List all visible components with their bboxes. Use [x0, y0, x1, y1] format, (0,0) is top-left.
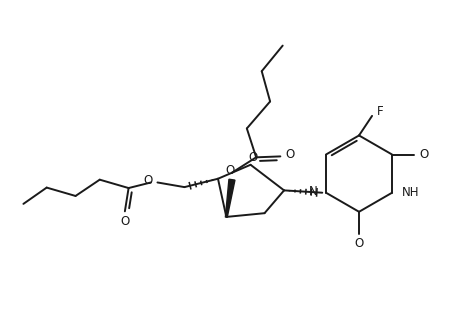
Text: O: O — [144, 174, 153, 187]
Text: NH: NH — [402, 186, 420, 199]
Text: O: O — [120, 215, 129, 228]
Text: O: O — [355, 237, 364, 250]
Polygon shape — [226, 179, 235, 217]
Text: O: O — [419, 148, 428, 161]
Text: O: O — [248, 151, 258, 164]
Text: F: F — [377, 105, 384, 118]
Text: N: N — [309, 185, 318, 198]
Text: O: O — [285, 148, 294, 161]
Text: O: O — [225, 164, 234, 177]
